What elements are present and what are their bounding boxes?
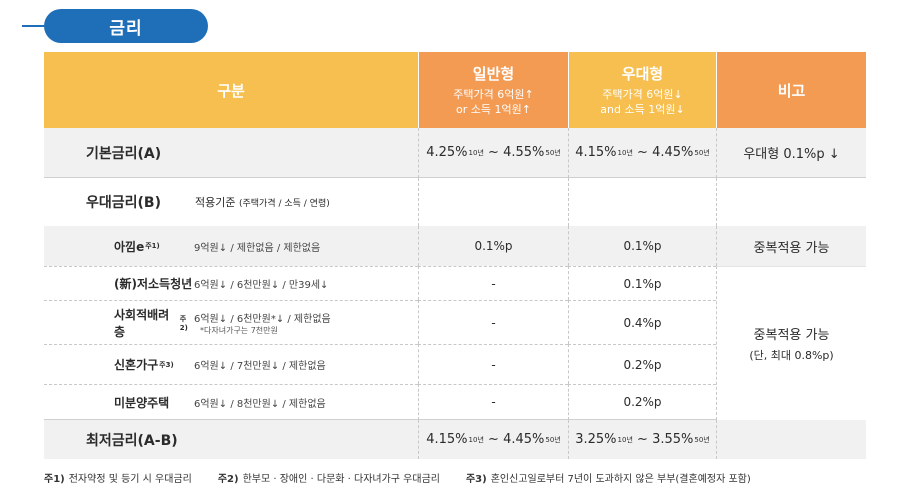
row-criteria: 6억원↓ / 6천만원↓ / 만39세↓: [194, 280, 329, 291]
title-line: [22, 25, 62, 27]
header-note: 비고: [716, 52, 866, 128]
footnotes: 주1) 전자약정 및 등기 시 우대금리 주2) 한부모 · 장애인 · 다문화 ·…: [44, 470, 866, 485]
pref-section-pref-empty: [568, 178, 716, 226]
row-name: 미분양주택: [114, 395, 170, 410]
row-name: 사회적배려층 주2): [114, 307, 188, 339]
row-unsold-normal: -: [418, 384, 568, 420]
header-normal: 일반형 주택가격 6억원↑ or 소득 1억원↑: [418, 52, 568, 128]
row-criteria: 6억원↓ / 8천만원↓ / 제한없음: [194, 398, 326, 410]
row-akkim-normal: 0.1%p: [418, 226, 568, 266]
row-youth-normal: -: [418, 266, 568, 300]
note-dup2: 중복적용 가능 (단, 최대 0.8%p): [716, 266, 866, 420]
section-title: 금리: [44, 9, 208, 43]
lowest-rate-pref: 3.25% 10년 ~ 3.55% 50년: [568, 420, 716, 459]
row-unsold-pref: 0.2%p: [568, 384, 716, 420]
pref-section-normal-empty: [418, 178, 568, 226]
base-rate-label: 기본금리(A): [44, 128, 418, 178]
base-rate-normal: 4.25% 10년 ~ 4.55% 50년: [418, 128, 568, 178]
row-unsold: 미분양주택 6억원↓ / 8천만원↓ / 제한없음: [44, 384, 418, 420]
header-pref: 우대형 주택가격 6억원↓ and 소득 1억원↓: [568, 52, 716, 128]
row-akkim-pref: 0.1%p: [568, 226, 716, 266]
row-newlywed: 신혼가구 주3) 6억원↓ / 7천만원↓ / 제한없음: [44, 344, 418, 384]
rate-table: 구분 일반형 주택가격 6억원↑ or 소득 1억원↑ 우대형 주택가격 6억원…: [44, 52, 866, 459]
row-name: 아낌e 주1): [114, 239, 160, 254]
row-social-pref: 0.4%p: [568, 300, 716, 344]
footnote-2: 주2) 한부모 · 장애인 · 다문화 · 다자녀가구 우대금리: [217, 474, 440, 485]
row-akkim: 아낌e 주1) 9억원↓ / 제한없음 / 제한없음: [44, 226, 418, 266]
row-newlywed-normal: -: [418, 344, 568, 384]
footnote-3: 주3) 혼인신고일로부터 7년이 도과하지 않은 부부(결혼예정자 포함): [465, 474, 751, 485]
row-social: 사회적배려층 주2) 6억원↓ / 6천만원*↓ / 제한없음 *다자녀가구는 7…: [44, 300, 418, 344]
pref-section-note-empty: [716, 178, 866, 226]
base-rate-pref: 4.15% 10년 ~ 4.45% 50년: [568, 128, 716, 178]
row-youth-pref: 0.1%p: [568, 266, 716, 300]
row-social-normal: -: [418, 300, 568, 344]
note-dup1: 중복적용 가능: [716, 226, 866, 266]
row-youth: (新)저소득청년 6억원↓ / 6천만원↓ / 만39세↓: [44, 266, 418, 300]
lowest-rate-normal: 4.15% 10년 ~ 4.45% 50년: [418, 420, 568, 459]
row-criteria: 9억원↓ / 제한없음 / 제한없음: [194, 242, 321, 254]
base-rate-note: 우대형 0.1%p ↓: [716, 128, 866, 178]
footnote-1: 주1) 전자약정 및 등기 시 우대금리: [44, 474, 192, 485]
row-name: 신혼가구 주3): [114, 358, 174, 372]
row-newlywed-pref: 0.2%p: [568, 344, 716, 384]
lowest-rate-label: 최저금리(A-B): [44, 420, 418, 459]
criteria-header: 적용기준 (주택가격 / 소득 / 연령): [195, 196, 330, 209]
row-criteria: 6억원↓ / 7천만원↓ / 제한없음: [194, 361, 326, 372]
header-gubun: 구분: [44, 52, 418, 128]
lowest-rate-note-empty: [716, 420, 866, 459]
row-name: (新)저소득청년: [114, 277, 193, 291]
row-criteria: 6억원↓ / 6천만원*↓ / 제한없음 *다자녀가구는 7천만원: [194, 313, 331, 335]
pref-rate-label: 우대금리(B) 적용기준 (주택가격 / 소득 / 연령): [86, 195, 330, 211]
